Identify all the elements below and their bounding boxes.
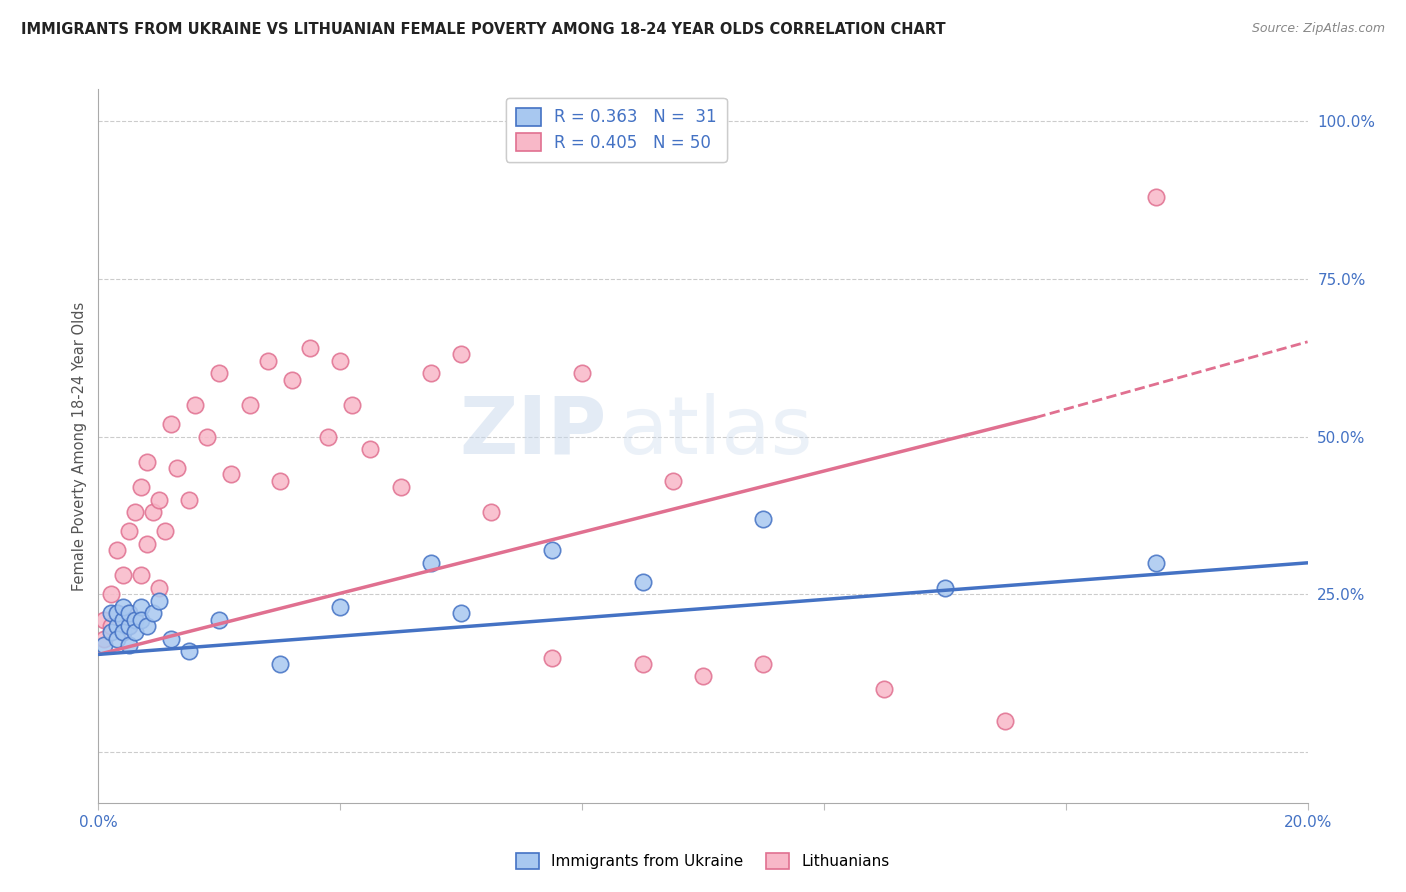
Point: [571, 367, 593, 381]
Point: [111, 625, 134, 640]
Point: [752, 657, 775, 671]
Point: [342, 398, 364, 412]
Point: [450, 347, 472, 361]
Point: [118, 619, 141, 633]
Point: [540, 650, 562, 665]
Point: [540, 543, 562, 558]
Point: [184, 398, 207, 412]
Point: [420, 556, 443, 570]
Point: [118, 638, 141, 652]
Point: [129, 600, 152, 615]
Point: [329, 600, 352, 615]
Point: [934, 581, 956, 595]
Point: [93, 613, 115, 627]
Point: [281, 373, 304, 387]
Point: [111, 613, 134, 627]
Point: [1144, 189, 1167, 203]
Point: [129, 480, 152, 494]
Point: [153, 524, 176, 539]
Point: [389, 480, 412, 494]
Point: [481, 505, 503, 519]
Point: [420, 367, 443, 381]
Point: [118, 607, 141, 621]
Point: [179, 492, 201, 507]
Point: [329, 353, 352, 368]
Text: atlas: atlas: [619, 392, 813, 471]
Y-axis label: Female Poverty Among 18-24 Year Olds: Female Poverty Among 18-24 Year Olds: [72, 301, 87, 591]
Point: [195, 429, 218, 443]
Point: [148, 492, 170, 507]
Point: [105, 619, 128, 633]
Point: [269, 474, 291, 488]
Point: [118, 607, 141, 621]
Point: [111, 568, 134, 582]
Text: ZIP: ZIP: [458, 392, 606, 471]
Point: [662, 474, 685, 488]
Point: [111, 625, 134, 640]
Point: [631, 574, 654, 589]
Point: [256, 353, 278, 368]
Point: [111, 600, 134, 615]
Point: [160, 632, 183, 646]
Point: [135, 455, 157, 469]
Point: [752, 511, 775, 525]
Point: [93, 638, 115, 652]
Point: [124, 625, 146, 640]
Point: [873, 682, 896, 697]
Legend: Immigrants from Ukraine, Lithuanians: Immigrants from Ukraine, Lithuanians: [510, 847, 896, 875]
Point: [118, 524, 141, 539]
Point: [105, 607, 128, 621]
Point: [118, 619, 141, 633]
Point: [316, 429, 339, 443]
Point: [142, 505, 165, 519]
Point: [135, 537, 157, 551]
Point: [100, 587, 122, 601]
Point: [100, 625, 122, 640]
Point: [148, 593, 170, 607]
Point: [1144, 556, 1167, 570]
Point: [360, 442, 382, 457]
Point: [148, 581, 170, 595]
Point: [100, 619, 122, 633]
Point: [135, 619, 157, 633]
Point: [299, 341, 322, 355]
Point: [269, 657, 291, 671]
Text: Source: ZipAtlas.com: Source: ZipAtlas.com: [1251, 22, 1385, 36]
Point: [124, 505, 146, 519]
Point: [105, 607, 128, 621]
Point: [142, 607, 165, 621]
Legend: R = 0.363   N =  31, R = 0.405   N = 50: R = 0.363 N = 31, R = 0.405 N = 50: [506, 97, 727, 161]
Point: [994, 714, 1017, 728]
Point: [105, 543, 128, 558]
Point: [105, 632, 128, 646]
Point: [179, 644, 201, 658]
Point: [100, 607, 122, 621]
Point: [93, 632, 115, 646]
Point: [239, 398, 262, 412]
Point: [129, 568, 152, 582]
Point: [124, 613, 146, 627]
Point: [129, 613, 152, 627]
Point: [631, 657, 654, 671]
Point: [160, 417, 183, 431]
Text: IMMIGRANTS FROM UKRAINE VS LITHUANIAN FEMALE POVERTY AMONG 18-24 YEAR OLDS CORRE: IMMIGRANTS FROM UKRAINE VS LITHUANIAN FE…: [21, 22, 946, 37]
Point: [692, 669, 714, 683]
Point: [450, 607, 472, 621]
Point: [208, 367, 231, 381]
Point: [166, 461, 188, 475]
Point: [124, 613, 146, 627]
Point: [221, 467, 243, 482]
Point: [208, 613, 231, 627]
